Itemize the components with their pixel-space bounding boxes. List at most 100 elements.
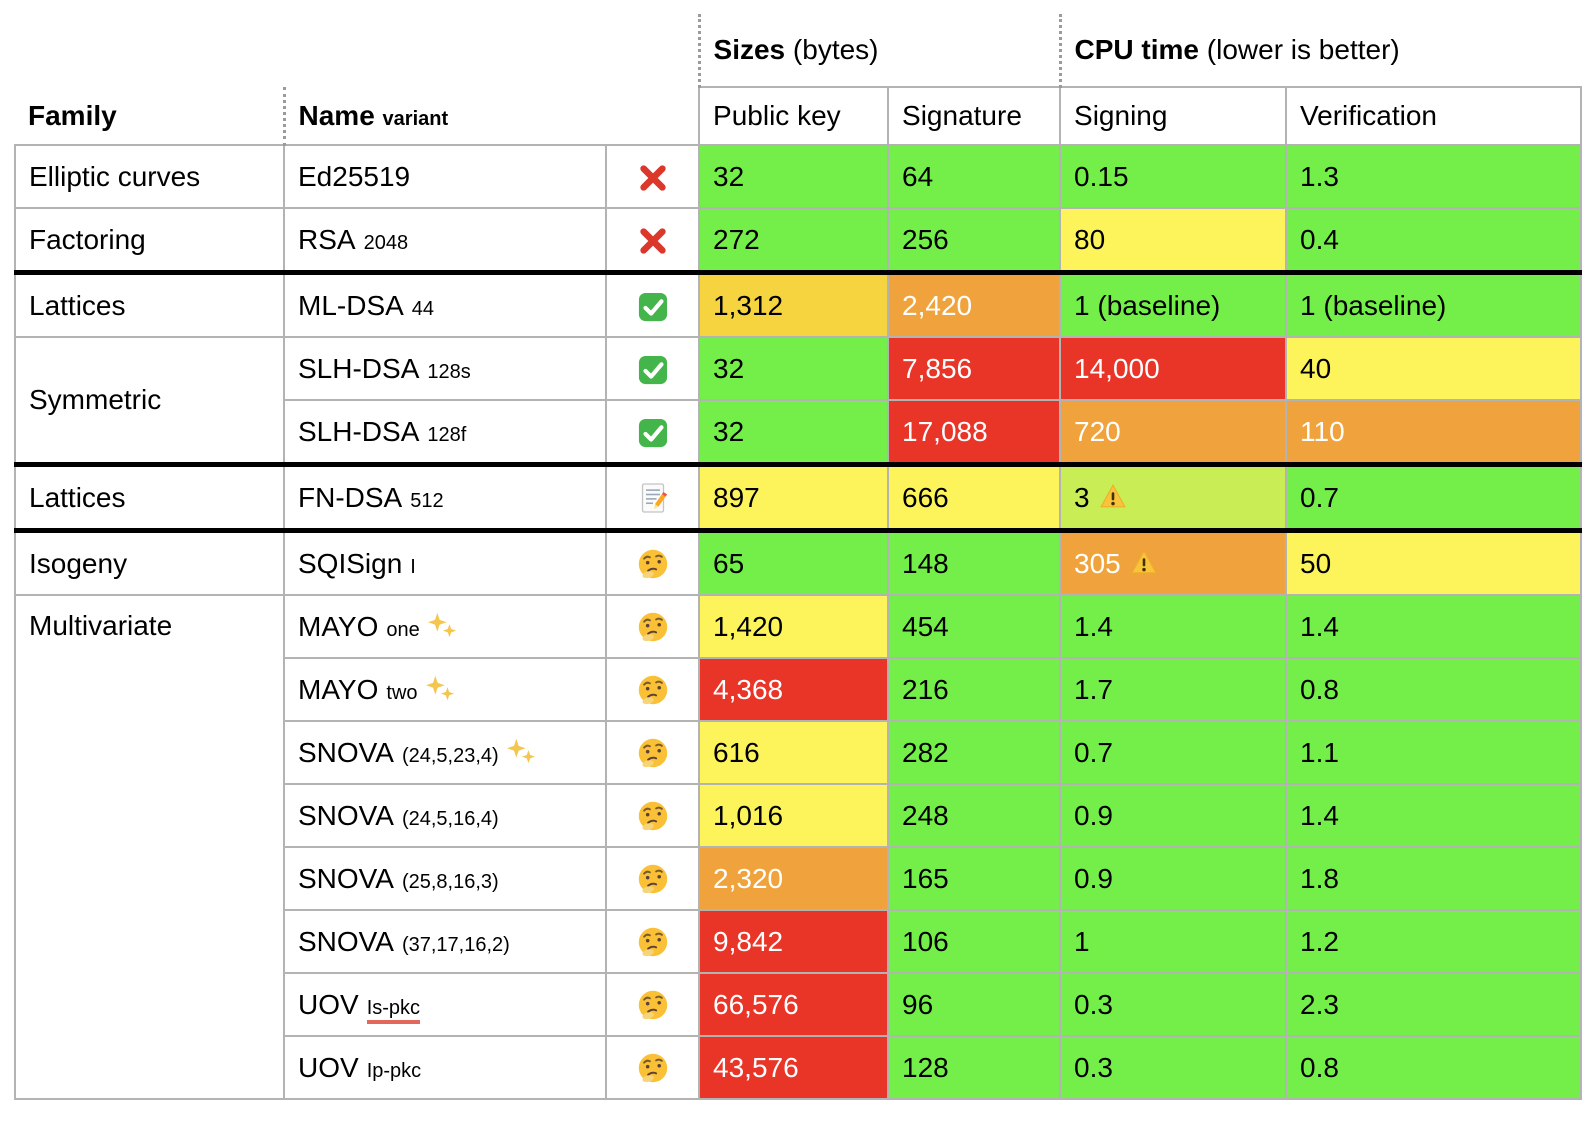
thinking-face-icon <box>637 737 669 769</box>
public-key-cell: 4,368 <box>698 657 890 722</box>
verification-cell: 2.3 <box>1285 972 1583 1037</box>
table-row: SNOVA (24,5,23,4) 616 282 0.7 1.1 <box>15 720 1583 785</box>
public-key-cell: 43,576 <box>698 1035 890 1100</box>
name-cell: SNOVA (37,17,16,2) <box>283 909 607 974</box>
table-row: Elliptic curves Ed25519 32 64 0.15 1.3 <box>14 144 1583 209</box>
status-cell <box>604 270 701 338</box>
warning-icon <box>1130 549 1157 574</box>
scheme-name: SNOVA <box>298 799 394 831</box>
public-key-cell: 1,016 <box>698 783 890 848</box>
verification-cell: 50 <box>1285 528 1583 596</box>
check-mark-icon <box>638 292 668 322</box>
signing-cell: 1 <box>1059 909 1288 974</box>
verification-cell: 1.1 <box>1285 720 1583 785</box>
table-row: Lattices FN-DSA 512 897 666 3 0.7 <box>14 462 1583 532</box>
table-row: SLH-DSA 128f 32 17,088 720 110 <box>15 399 1583 466</box>
table-row: Lattices ML-DSA 44 1,312 2,420 1 (baselin… <box>14 270 1583 338</box>
public-key-cell: 66,576 <box>698 972 890 1037</box>
thinking-face-icon <box>637 863 669 895</box>
scheme-name: UOV <box>298 1051 359 1083</box>
thinking-face-icon <box>637 926 669 958</box>
scheme-name: SQISign <box>298 547 403 579</box>
signature-cell: 64 <box>887 144 1062 209</box>
signature-cell: 128 <box>887 1035 1062 1100</box>
public-key-cell: 616 <box>698 720 890 785</box>
memo-icon <box>639 482 667 514</box>
signature-cell: 216 <box>887 657 1062 722</box>
table-row: Isogeny SQISign I 65 148 305 50 <box>14 528 1583 596</box>
sizes-group-header: Sizes (bytes) <box>697 14 1061 87</box>
signature-cell: 2,420 <box>887 270 1062 338</box>
signature-cell: 454 <box>887 594 1062 659</box>
name-cell: ML-DSA 44 <box>283 270 607 338</box>
verification-cell: 0.8 <box>1285 657 1583 722</box>
family-cell: Symmetric <box>14 336 285 466</box>
name-column-header: Name variant <box>282 87 606 145</box>
name-cell: MAYO two <box>283 657 607 722</box>
table-row: UOV Is-pkc 66,576 96 0.3 2.3 <box>15 972 1583 1037</box>
scheme-name: MAYO <box>298 610 379 642</box>
public-key-cell: 65 <box>698 528 890 596</box>
name-cell: RSA 2048 <box>283 207 607 274</box>
scheme-variant: 128s <box>427 360 471 383</box>
scheme-name: SNOVA <box>298 736 394 768</box>
status-cell <box>604 207 701 274</box>
signing-cell: 14,000 <box>1059 336 1288 401</box>
status-cell <box>604 528 701 596</box>
scheme-name: SNOVA <box>298 862 394 894</box>
scheme-name: SLH-DSA <box>298 415 420 447</box>
signature-cell: 165 <box>887 846 1062 911</box>
public-key-cell: 9,842 <box>698 909 890 974</box>
cpu-time-group-header: CPU time (lower is better) <box>1058 14 1582 87</box>
name-cell: SLH-DSA 128s <box>283 336 607 401</box>
status-cell <box>604 972 701 1037</box>
scheme-name: SLH-DSA <box>298 352 420 384</box>
name-cell: UOV Is-pkc <box>283 972 607 1037</box>
scheme-variant: 2048 <box>363 231 409 254</box>
pqc-comparison-table: Sizes (bytes) CPU time (lower is better)… <box>14 14 1583 1100</box>
check-mark-icon <box>638 418 668 448</box>
signature-cell: 148 <box>887 528 1062 596</box>
thinking-face-icon <box>637 989 669 1021</box>
column-header-row: Family Name variant Public key Signature… <box>15 86 1583 146</box>
table-row: SNOVA (24,5,16,4) 1,016 248 0.9 1.4 <box>15 783 1583 848</box>
signing-column-header: Signing <box>1059 86 1288 146</box>
table-row: MAYO two 4,368 216 1.7 0.8 <box>15 657 1583 722</box>
table-row: UOV Ip-pkc 43,576 128 0.3 0.8 <box>15 1035 1583 1100</box>
cpu-time-title: CPU time <box>1074 34 1199 65</box>
scheme-variant: (24,5,16,4) <box>401 807 499 830</box>
signature-cell: 256 <box>887 207 1062 274</box>
status-cell <box>604 909 701 974</box>
verification-cell: 0.4 <box>1285 207 1583 274</box>
scheme-name: ML-DSA <box>298 289 404 321</box>
signing-cell: 0.3 <box>1059 1035 1288 1100</box>
family-cell: Isogeny <box>14 528 285 596</box>
status-cell <box>604 720 701 785</box>
scheme-variant: Ip-pkc <box>366 1059 422 1082</box>
family-cell: Lattices <box>14 462 285 532</box>
status-cell <box>604 399 701 466</box>
scheme-name: UOV <box>298 988 359 1020</box>
thinking-face-icon <box>637 548 669 580</box>
signing-cell: 720 <box>1059 399 1288 466</box>
verification-cell: 1.8 <box>1285 846 1583 911</box>
sparkles-icon <box>505 738 537 766</box>
verification-cell: 40 <box>1285 336 1583 401</box>
family-cell: Multivariate <box>14 594 285 1100</box>
scheme-name: SNOVA <box>298 925 394 957</box>
name-cell: MAYO one <box>283 594 607 659</box>
table-row: SNOVA (37,17,16,2) 9,842 106 1 1.2 <box>15 909 1583 974</box>
status-cell <box>604 462 701 532</box>
signing-cell: 0.9 <box>1059 783 1288 848</box>
signature-column-header: Signature <box>887 86 1062 146</box>
scheme-variant: 44 <box>411 297 435 320</box>
signature-cell: 282 <box>887 720 1062 785</box>
name-cell: SNOVA (24,5,16,4) <box>283 783 607 848</box>
sparkles-icon <box>426 612 458 640</box>
scheme-name: FN-DSA <box>298 481 403 513</box>
status-cell <box>604 336 701 401</box>
signature-schemes-comparison: Sizes (bytes) CPU time (lower is better)… <box>14 14 1583 1100</box>
verification-column-header: Verification <box>1285 86 1583 146</box>
signing-cell: 0.3 <box>1059 972 1288 1037</box>
name-cell: SLH-DSA 128f <box>283 399 607 466</box>
